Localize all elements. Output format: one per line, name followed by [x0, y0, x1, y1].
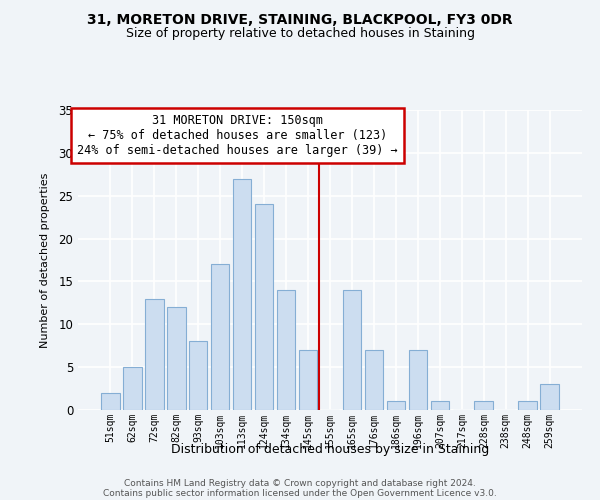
Bar — [167, 307, 185, 410]
Bar — [145, 298, 164, 410]
Bar — [299, 350, 317, 410]
Bar — [101, 393, 119, 410]
Bar — [277, 290, 295, 410]
Text: 31, MORETON DRIVE, STAINING, BLACKPOOL, FY3 0DR: 31, MORETON DRIVE, STAINING, BLACKPOOL, … — [87, 12, 513, 26]
Bar — [431, 402, 449, 410]
Text: Size of property relative to detached houses in Staining: Size of property relative to detached ho… — [125, 28, 475, 40]
Bar — [409, 350, 427, 410]
Text: Distribution of detached houses by size in Staining: Distribution of detached houses by size … — [171, 444, 489, 456]
Text: 31 MORETON DRIVE: 150sqm
← 75% of detached houses are smaller (123)
24% of semi-: 31 MORETON DRIVE: 150sqm ← 75% of detach… — [77, 114, 398, 158]
Bar — [518, 402, 537, 410]
Text: Contains HM Land Registry data © Crown copyright and database right 2024.: Contains HM Land Registry data © Crown c… — [124, 478, 476, 488]
Text: Contains public sector information licensed under the Open Government Licence v3: Contains public sector information licen… — [103, 488, 497, 498]
Bar — [475, 402, 493, 410]
Bar — [255, 204, 274, 410]
Bar — [211, 264, 229, 410]
Bar — [541, 384, 559, 410]
Bar — [123, 367, 142, 410]
Bar — [386, 402, 405, 410]
Bar — [343, 290, 361, 410]
Bar — [233, 178, 251, 410]
Bar — [189, 342, 208, 410]
Y-axis label: Number of detached properties: Number of detached properties — [40, 172, 50, 348]
Bar — [365, 350, 383, 410]
